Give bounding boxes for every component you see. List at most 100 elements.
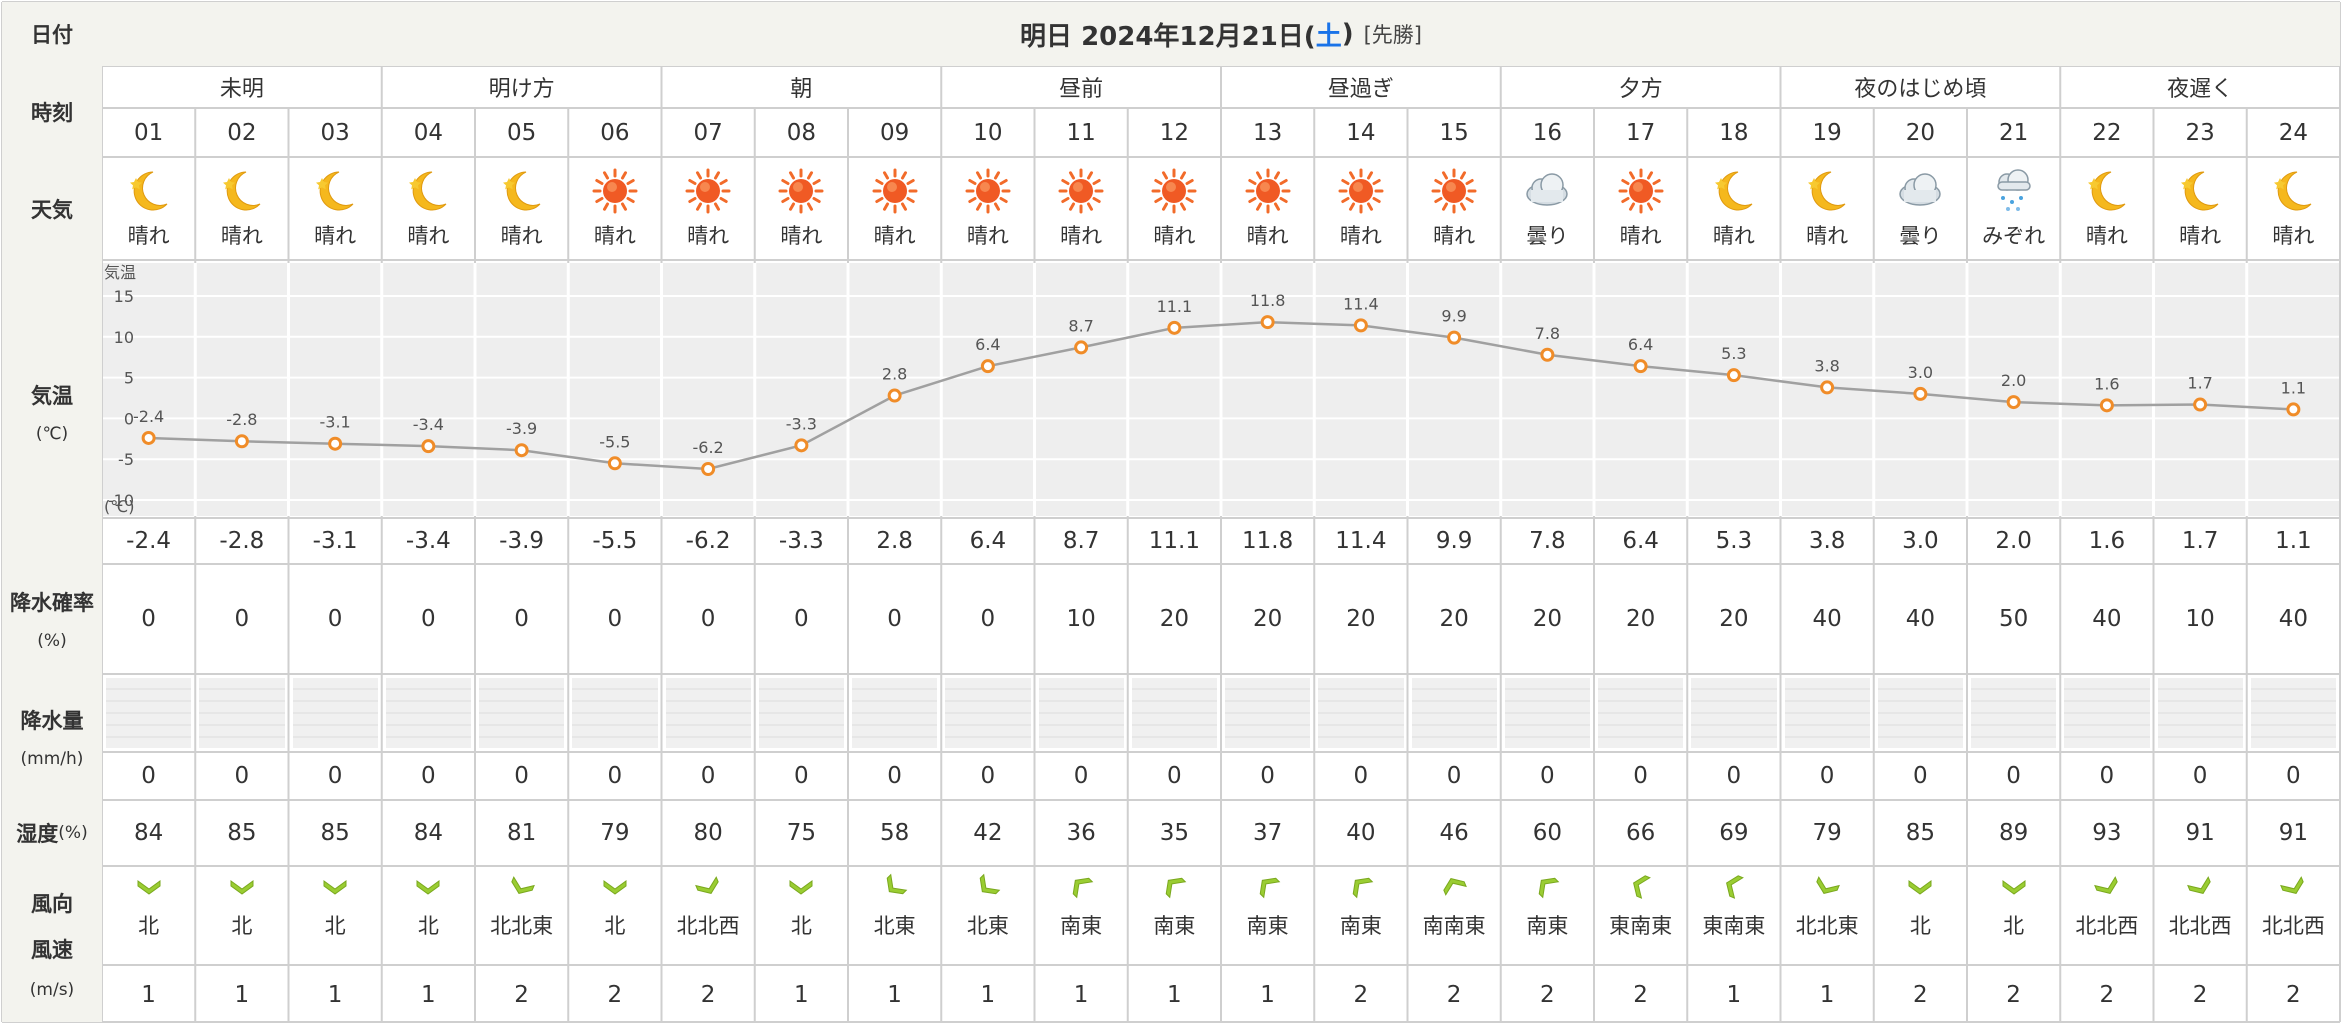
pop-value: 0 xyxy=(514,606,529,632)
humidity-value: 84 xyxy=(133,820,164,846)
cloud-icon xyxy=(1899,172,1942,206)
pop-value: 20 xyxy=(1532,606,1563,632)
pop-18: 20 xyxy=(1687,564,1780,674)
period-label: 夜のはじめ頃 xyxy=(1854,77,1987,102)
precip-bar-22 xyxy=(2064,678,2150,748)
precip-value: 0 xyxy=(2192,763,2208,789)
wind-speed-13: 1 xyxy=(1221,967,1314,1022)
wind-cell-02: 北 xyxy=(195,866,288,945)
wind-speed-value: 2 xyxy=(2099,981,2115,1008)
humidity-value: 36 xyxy=(1066,820,1096,846)
wind-speed-value: 1 xyxy=(1073,981,1089,1008)
humidity-20: 85 xyxy=(1874,800,1967,866)
pop-value: 20 xyxy=(1625,606,1656,632)
wind-speed-value: 2 xyxy=(2192,981,2208,1008)
weather-text: 晴れ xyxy=(873,223,916,248)
period-label: 明け方 xyxy=(488,77,555,102)
precip-bar-18 xyxy=(1691,678,1777,748)
hour-09: 09 xyxy=(848,108,941,157)
humidity-value: 89 xyxy=(1998,820,2029,846)
precip-value: 0 xyxy=(1819,763,1835,789)
humidity-value: 79 xyxy=(1812,820,1842,846)
humidity-21: 89 xyxy=(1967,800,2060,866)
wind-cell-06: 北 xyxy=(568,866,661,945)
hour-label: 10 xyxy=(973,119,1003,146)
weather-text: 晴れ xyxy=(1153,223,1196,248)
precip-02: 0 xyxy=(195,752,288,800)
wind-speed-value: 1 xyxy=(887,981,902,1008)
humidity-value: 91 xyxy=(2185,820,2215,846)
wind-arrow-icon xyxy=(886,873,907,895)
pop-06: 0 xyxy=(568,564,661,674)
precip-value: 0 xyxy=(234,763,250,789)
page-title: 明日 2024年12月21日(土) [先勝] xyxy=(102,2,2340,66)
cloud-icon xyxy=(1526,172,1569,206)
weather-text: 晴れ xyxy=(2272,223,2315,248)
precip-bar-15 xyxy=(1411,678,1497,748)
moon-icon xyxy=(409,171,447,210)
wind-arrow-icon xyxy=(2187,875,2211,894)
precip-value: 0 xyxy=(1446,763,1462,789)
wind-arrow-icon xyxy=(1725,875,1744,899)
hour-label: 12 xyxy=(1159,119,1190,146)
pop-12: 20 xyxy=(1128,564,1221,674)
weather-text: 晴れ xyxy=(1433,223,1476,248)
wind-dir-value: 北 xyxy=(417,914,439,939)
pop-value: 0 xyxy=(607,606,623,632)
sun-icon xyxy=(1151,168,1197,213)
pop-10: 0 xyxy=(941,564,1034,674)
sun-icon xyxy=(1245,168,1291,213)
wind-speed-19: 1 xyxy=(1781,967,1874,1022)
pop-value: 50 xyxy=(1998,606,2029,632)
pop-22: 40 xyxy=(2060,564,2153,674)
pop-value: 10 xyxy=(1066,606,1096,632)
moon-icon xyxy=(222,171,261,210)
hour-label: 08 xyxy=(786,119,817,146)
precip-value: 0 xyxy=(887,763,902,789)
weather-text: 曇り xyxy=(1899,223,1942,248)
pop-value: 10 xyxy=(2185,606,2215,632)
humidity-label: 湿度 (%) xyxy=(2,800,102,866)
weather-text: 晴れ xyxy=(1246,223,1289,248)
wind-cell-04: 北 xyxy=(382,866,475,945)
wind-dir-value: 北 xyxy=(790,914,812,939)
wind-cell-08: 北 xyxy=(755,866,848,945)
weather-text: 晴れ xyxy=(314,223,357,248)
humidity-01: 84 xyxy=(102,800,195,866)
weather-cell-13: 晴れ xyxy=(1221,157,1314,260)
weather-text: 晴れ xyxy=(1339,223,1382,248)
pop-value: 40 xyxy=(2278,606,2309,632)
temp-value: 11.4 xyxy=(1335,528,1387,554)
moon-icon xyxy=(502,171,540,210)
pop-value: 0 xyxy=(421,606,436,632)
weather-text: 晴れ xyxy=(1712,223,1755,248)
wind-cell-09: 北東 xyxy=(848,866,941,945)
wind-speed-label-text: 風速 xyxy=(31,938,73,962)
weather-cell-06: 晴れ xyxy=(568,157,661,260)
pop-08: 0 xyxy=(755,564,848,674)
precip-03: 0 xyxy=(289,752,382,800)
wind-cell-01: 北 xyxy=(102,866,195,945)
hour-15: 15 xyxy=(1408,108,1501,157)
period-6: 夕方 xyxy=(1501,66,1781,108)
temp-value: -2.8 xyxy=(219,528,265,554)
hour-label: 11 xyxy=(1066,119,1096,146)
period-2: 明け方 xyxy=(382,66,662,108)
precip-bar-09 xyxy=(852,678,938,748)
period-label: 朝 xyxy=(790,77,813,102)
hour-label: 15 xyxy=(1439,119,1469,146)
precip-value: 0 xyxy=(1726,763,1742,789)
temp-05: -3.9 xyxy=(475,518,568,564)
precip-bar-13 xyxy=(1225,678,1311,748)
wind-speed-value: 1 xyxy=(327,981,343,1008)
pop-value: 20 xyxy=(1719,606,1749,632)
wind-speed-11: 1 xyxy=(1035,967,1128,1022)
wind-arrow-icon xyxy=(1908,879,1932,895)
humidity-22: 93 xyxy=(2060,800,2153,866)
humidity-23: 91 xyxy=(2154,800,2247,866)
wind-dir-value: 南東 xyxy=(1060,914,1103,939)
wind-arrow-icon xyxy=(2280,875,2305,894)
humidity-11: 36 xyxy=(1035,800,1128,866)
weather-text: 晴れ xyxy=(407,223,450,248)
weather-cell-02: 晴れ xyxy=(195,157,288,260)
